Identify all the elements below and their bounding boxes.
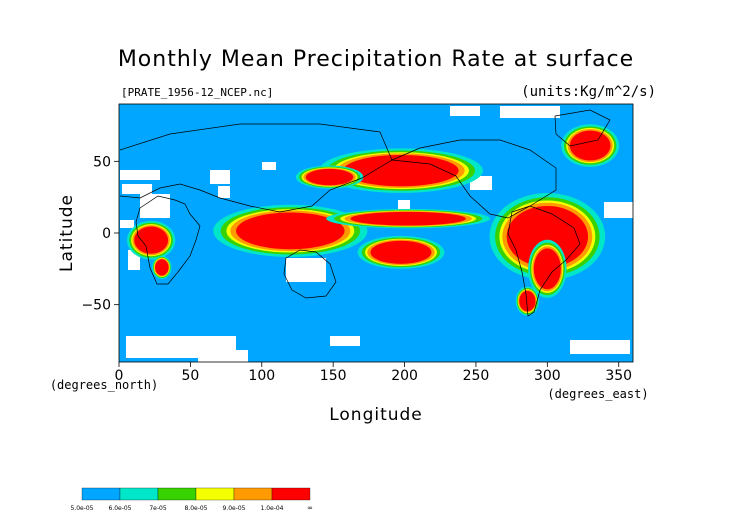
x-axis-title: Longitude	[329, 405, 423, 425]
colorbar-swatch	[195, 487, 235, 501]
colorbar-swatch	[81, 487, 121, 501]
units-label: (units:Kg/m^2/s)	[521, 84, 656, 100]
colorbar-legend: 5.0e-05 6.0e-05 7e-05 8.0e-05 9.0e-05 1.0e-04…	[70, 487, 313, 512]
missing-data-patch	[570, 340, 630, 354]
colorbar-label: 9.0e-05	[222, 505, 245, 512]
plot-area	[118, 103, 634, 363]
colorbar-label: 5.0e-05	[70, 505, 93, 512]
x-tick-label: 150	[320, 368, 347, 384]
missing-data-patch	[262, 162, 276, 170]
y-unit-label: (degrees_north)	[50, 378, 158, 392]
colorbar-swatch	[271, 487, 311, 501]
missing-data-patch	[286, 258, 326, 282]
source-file-label: [PRATE_1956-12_NCEP.nc]	[121, 86, 273, 99]
missing-data-patch	[210, 170, 230, 184]
precip-band	[134, 226, 169, 254]
y-axis-title: Latitude	[57, 194, 77, 272]
missing-data-patch	[450, 106, 480, 116]
eurasia-coastline	[119, 123, 393, 213]
x-tick-label: 350	[605, 368, 632, 384]
africa-coastline	[135, 195, 201, 285]
missing-data-patch	[604, 202, 633, 218]
missing-data-patch	[122, 184, 152, 194]
precip-band	[506, 205, 589, 268]
north-america-coastline	[390, 139, 557, 219]
missing-data-patch	[120, 220, 134, 228]
missing-data-patch	[120, 170, 160, 180]
x-tick-label: 50	[181, 368, 199, 384]
precip-band	[155, 259, 169, 276]
precip-band	[350, 211, 466, 226]
x-tick-label: 100	[248, 368, 275, 384]
y-tick-label: 50	[93, 154, 111, 170]
precip-band	[236, 212, 345, 250]
australia-coastline	[283, 249, 337, 299]
colorbar-label: 6.0e-05	[108, 505, 131, 512]
precip-band	[343, 154, 459, 187]
y-tick-label: −50	[81, 298, 111, 314]
y-axis-ticks: 50 0 −50	[81, 154, 119, 314]
precip-region-maritime-continent	[213, 204, 368, 257]
colorbar-end-label: ∞	[307, 504, 313, 512]
precip-region-north-atlantic	[561, 124, 620, 167]
precip-region-southern-africa	[152, 255, 172, 280]
precip-region-spcz	[357, 235, 445, 269]
precip-region-patagonia	[515, 286, 539, 316]
x-tick-label: 0	[115, 368, 124, 384]
precip-region-tropical-atlantic-americas	[489, 193, 606, 281]
greenland-coastline	[554, 109, 611, 147]
x-tick-label: 300	[534, 368, 561, 384]
chart-title: Monthly Mean Precipitation Rate at surfa…	[118, 47, 634, 72]
missing-data-patch	[198, 350, 248, 362]
x-tick-label: 250	[463, 368, 490, 384]
precip-band	[370, 240, 432, 264]
colorbar-label: 1.0e-04	[260, 505, 283, 512]
colorbar-swatch	[233, 487, 273, 501]
precip-region-japan-band	[295, 165, 364, 189]
colorbar-swatch	[119, 487, 159, 501]
coastline-outlines	[119, 109, 611, 317]
x-tick-label: 200	[391, 368, 418, 384]
precip-region-central-africa	[127, 220, 176, 260]
precip-band	[305, 168, 354, 186]
precip-region-itcz-pacific	[326, 208, 491, 229]
colorbar-swatch	[157, 487, 197, 501]
colorbar-label: 7e-05	[149, 505, 166, 512]
x-unit-label: (degrees_east)	[547, 387, 648, 401]
precip-region-southeast-south-america	[528, 239, 567, 298]
colorbar-label: 8.0e-05	[184, 505, 207, 512]
precip-band	[533, 248, 561, 290]
precip-band	[519, 290, 536, 312]
y-tick-label: 0	[102, 226, 111, 242]
x-axis-ticks: 0 50 100 150 200 250 300 350	[115, 362, 632, 384]
missing-data-patch	[500, 106, 560, 118]
south-america-coastline	[507, 205, 581, 317]
precip-band	[569, 130, 611, 161]
missing-data-patch	[218, 186, 230, 198]
missing-data-patch	[398, 200, 410, 210]
missing-data-patch	[330, 336, 360, 346]
